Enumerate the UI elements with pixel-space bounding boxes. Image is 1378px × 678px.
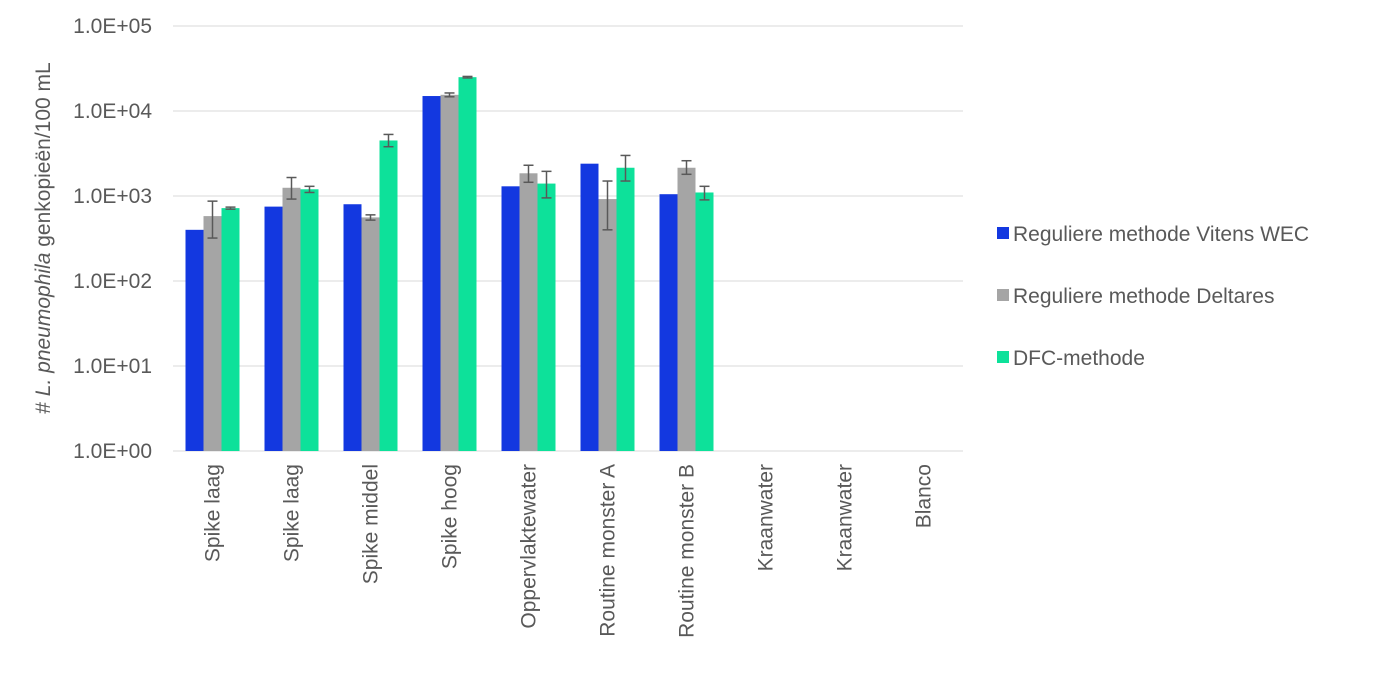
bar-s2-c5 [616,167,635,451]
y-tick-label-5: 1.0E+05 [73,15,152,38]
legend-swatch-0 [997,227,1009,239]
bar-s2-c0 [221,208,240,451]
bar-s1-c1 [282,187,301,452]
bar-s0-c5 [580,163,599,451]
y-axis-ticks: 1.0E+00 1.0E+01 1.0E+02 1.0E+03 1.0E+04 1.0E+… [73,15,152,463]
y-tick-label-2: 1.0E+02 [73,270,152,293]
error-bars [207,75,710,239]
y-axis-title-prefix: # [32,396,55,414]
x-tick-label-7: Kraanwater [755,464,778,571]
bar-s2-c2 [379,140,398,451]
y-axis-title-suffix: genkopieën/100 mL [32,62,55,252]
bar-s2-c6 [695,192,714,451]
y-tick-label-1: 1.0E+01 [73,355,152,378]
x-axis-labels: Spike laag Spike laag Spike middel Spike ho… [202,464,936,638]
legend-swatch-2 [997,351,1009,363]
y-tick-label-3: 1.0E+03 [73,185,152,208]
bar-s1-c5 [598,199,617,451]
bar-s0-c6 [659,194,678,451]
legend: Reguliere methode Vitens WEC Reguliere me… [997,223,1309,370]
y-axis-title: # L. pneumophila genkopieën/100 mL [32,62,55,413]
legend-label-1: Reguliere methode Deltares [1013,285,1274,308]
bar-s0-c4 [501,186,520,451]
bar-s0-c3 [422,96,441,452]
x-tick-label-0: Spike laag [202,464,225,562]
y-tick-label-4: 1.0E+04 [73,100,152,123]
x-tick-label-9: Blanco [913,464,936,528]
bars [185,77,714,452]
x-tick-label-3: Spike hoog [439,464,462,569]
x-tick-label-2: Spike middel [360,464,383,584]
bar-s1-c6 [677,167,696,451]
bar-s1-c2 [361,217,380,451]
bar-s0-c0 [185,229,204,451]
y-axis-title-species: L. pneumophila [32,253,55,397]
x-tick-label-1: Spike laag [281,464,304,562]
y-tick-label-0: 1.0E+00 [73,440,152,463]
bar-s2-c1 [300,189,319,451]
bar-s2-c3 [458,77,477,451]
x-tick-label-5: Routine monster A [597,464,620,637]
bar-s1-c4 [519,173,538,451]
bar-s2-c4 [537,183,556,452]
bar-s0-c1 [264,206,283,451]
legend-label-0: Reguliere methode Vitens WEC [1013,223,1309,246]
bar-s0-c2 [343,204,362,451]
legend-label-2: DFC-methode [1013,347,1145,370]
bar-s1-c3 [440,94,459,451]
x-tick-label-6: Routine monster B [676,464,699,638]
legend-swatch-1 [997,289,1009,301]
x-tick-label-8: Kraanwater [834,464,857,571]
bar-s1-c0 [203,216,222,451]
x-tick-label-4: Oppervlaktewater [518,464,541,629]
